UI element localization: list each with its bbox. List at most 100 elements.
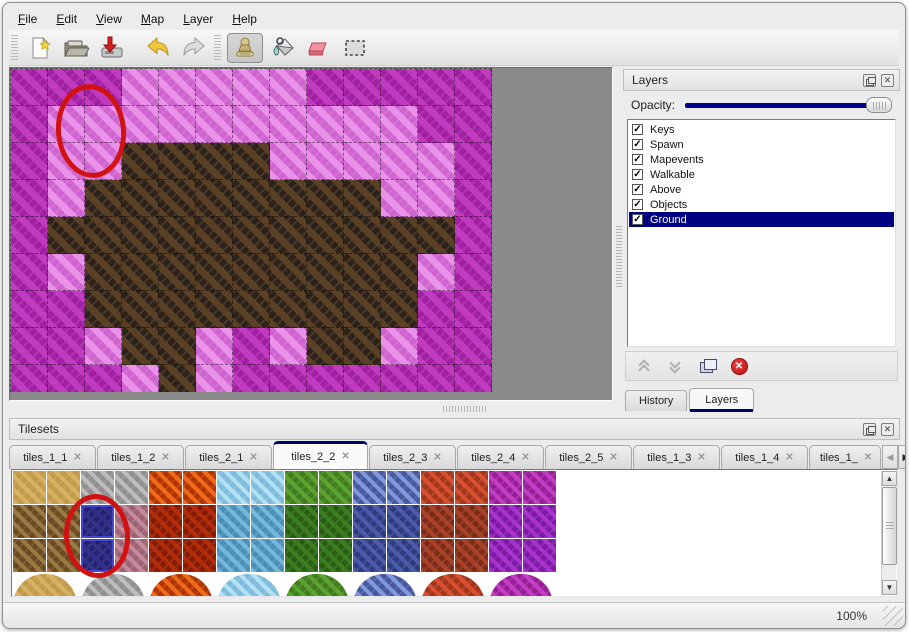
map-tile-light-pink-rock[interactable] <box>48 180 85 217</box>
map-tile-magenta-rock[interactable] <box>344 69 381 106</box>
tileset-tile-crystal[interactable] <box>353 471 386 504</box>
splitter-grip[interactable] <box>616 226 622 288</box>
map-tile-dark-brown-ground[interactable] <box>270 291 307 328</box>
tileset-tile-bark[interactable] <box>47 505 80 538</box>
map-tile-light-pink-rock[interactable] <box>85 106 122 143</box>
tileset-tile-violet[interactable] <box>523 539 556 572</box>
new-file-button[interactable] <box>24 33 56 63</box>
tileset-tile-crystal[interactable] <box>387 471 420 504</box>
scrollbar-thumb[interactable] <box>882 487 897 565</box>
map-tile-dark-brown-ground[interactable] <box>85 291 122 328</box>
undo-button[interactable] <box>142 33 174 63</box>
map-tile-magenta-rock[interactable] <box>418 328 455 365</box>
map-tile-light-pink-rock[interactable] <box>418 143 455 180</box>
tileset-tab-tiles_2_5[interactable]: tiles_2_5 ✕ <box>545 445 632 469</box>
stamp-tool-button[interactable] <box>227 32 263 63</box>
map-tile-dark-brown-ground[interactable] <box>270 180 307 217</box>
map-tile-dark-brown-ground[interactable] <box>122 254 159 291</box>
map-tile-dark-brown-ground[interactable] <box>418 217 455 254</box>
close-tab-icon[interactable]: ✕ <box>433 452 442 463</box>
map-tile-magenta-rock[interactable] <box>381 365 418 392</box>
map-tile-magenta-rock[interactable] <box>11 291 48 328</box>
tileset-tab-tiles_2_3[interactable]: tiles_2_3 ✕ <box>369 445 456 469</box>
duplicate-layer-button[interactable] <box>697 356 719 376</box>
tileset-viewport[interactable]: ▲ ▼ <box>11 469 898 597</box>
tileset-tile-rose[interactable] <box>115 505 148 538</box>
opacity-slider[interactable] <box>685 97 892 113</box>
map-tile-dark-brown-ground[interactable] <box>307 328 344 365</box>
tileset-tile-icicle[interactable] <box>217 539 250 572</box>
map-tile-dark-brown-ground[interactable] <box>159 143 196 180</box>
map-tile-light-pink-rock[interactable] <box>381 143 418 180</box>
map-tile-dark-brown-ground[interactable] <box>159 217 196 254</box>
map-tile-dark-brown-ground[interactable] <box>233 291 270 328</box>
map-tile-light-pink-rock[interactable] <box>85 143 122 180</box>
close-tab-icon[interactable]: ✕ <box>697 452 706 463</box>
map-tile-magenta-rock[interactable] <box>11 328 48 365</box>
map-tile-magenta-rock[interactable] <box>418 365 455 392</box>
tileset-tile-bark[interactable] <box>47 539 80 572</box>
tileset-tile-moss[interactable] <box>285 505 318 538</box>
tileset-tab-tiles_1_1[interactable]: tiles_1_1 ✕ <box>9 445 96 469</box>
tileset-blob-tile-crystal[interactable] <box>353 574 417 596</box>
map-tile-magenta-rock[interactable] <box>307 69 344 106</box>
tileset-tab-tiles_2_1[interactable]: tiles_2_1 ✕ <box>185 445 272 469</box>
close-tab-icon[interactable]: ✕ <box>785 452 794 463</box>
tileset-tile-magma[interactable] <box>489 471 522 504</box>
map-tile-magenta-rock[interactable] <box>455 69 492 106</box>
tileset-blob-tile-lava[interactable] <box>149 574 213 596</box>
map-tile-light-pink-rock[interactable] <box>418 254 455 291</box>
close-tab-icon[interactable]: ✕ <box>609 452 618 463</box>
map-tile-dark-brown-ground[interactable] <box>233 180 270 217</box>
map-tile-light-pink-rock[interactable] <box>307 106 344 143</box>
layer-row-ground[interactable]: ✓ Ground <box>629 212 894 227</box>
map-tile-light-pink-rock[interactable] <box>233 106 270 143</box>
map-tile-light-pink-rock[interactable] <box>48 254 85 291</box>
map-tile-dark-brown-ground[interactable] <box>85 217 122 254</box>
map-tile-dark-brown-ground[interactable] <box>307 217 344 254</box>
map-tile-magenta-rock[interactable] <box>455 143 492 180</box>
tileset-tile-vine[interactable] <box>285 471 318 504</box>
tileset-tile-moss[interactable] <box>285 539 318 572</box>
map-tile-dark-brown-ground[interactable] <box>344 328 381 365</box>
tileset-tile-violet[interactable] <box>523 505 556 538</box>
tileset-tab-tiles_1_2[interactable]: tiles_1_2 ✕ <box>97 445 184 469</box>
menu-edit[interactable]: Edit <box>56 12 78 26</box>
map-tile-light-pink-rock[interactable] <box>344 106 381 143</box>
tileset-tile-ember[interactable] <box>421 471 454 504</box>
map-tile-dark-brown-ground[interactable] <box>233 217 270 254</box>
map-tile-light-pink-rock[interactable] <box>159 69 196 106</box>
select-tool-button[interactable] <box>339 33 371 63</box>
tileset-tab-tiles_1_4[interactable]: tiles_1_4 ✕ <box>721 445 808 469</box>
delete-layer-button[interactable]: ✕ <box>728 356 750 376</box>
layer-row-mapevents[interactable]: ✓ Mapevents <box>629 152 894 167</box>
tileset-tile-clay[interactable] <box>455 539 488 572</box>
map-tile-light-pink-rock[interactable] <box>159 106 196 143</box>
map-canvas[interactable] <box>9 67 613 401</box>
tileset-tab-tiles_1_[interactable]: tiles_1_ ✕ <box>809 445 881 469</box>
tileset-tab-tiles_2_2[interactable]: tiles_2_2 ✕ <box>273 441 368 469</box>
tileset-tile-sand[interactable] <box>13 471 46 504</box>
map-tile-light-pink-rock[interactable] <box>196 106 233 143</box>
map-tile-light-pink-rock[interactable] <box>48 106 85 143</box>
map-tile-magenta-rock[interactable] <box>418 291 455 328</box>
tileset-tile-ice[interactable] <box>251 471 284 504</box>
eraser-tool-button[interactable] <box>303 33 335 63</box>
map-tile-dark-brown-ground[interactable] <box>48 217 85 254</box>
map-tile-light-pink-rock[interactable] <box>307 143 344 180</box>
map-tile-light-pink-rock[interactable] <box>381 106 418 143</box>
map-tile-dark-brown-ground[interactable] <box>159 291 196 328</box>
map-tile-dark-brown-ground[interactable] <box>122 143 159 180</box>
map-tile-magenta-rock[interactable] <box>11 69 48 106</box>
dock-tab-history[interactable]: History <box>625 390 688 411</box>
tileset-tile-flame[interactable] <box>183 539 216 572</box>
tileset-tile-grid[interactable] <box>13 471 556 572</box>
tileset-tile-moss[interactable] <box>319 505 352 538</box>
tileset-tile-violet[interactable] <box>489 539 522 572</box>
layer-visibility-checkbox[interactable]: ✓ <box>632 214 643 225</box>
layer-row-spawn[interactable]: ✓ Spawn <box>629 137 894 152</box>
map-tile-dark-brown-ground[interactable] <box>196 143 233 180</box>
opacity-slider-track[interactable] <box>685 103 892 108</box>
map-tile-magenta-rock[interactable] <box>455 106 492 143</box>
map-tile-light-pink-rock[interactable] <box>196 365 233 392</box>
